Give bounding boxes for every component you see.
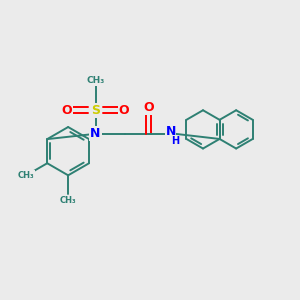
Text: O: O bbox=[119, 104, 129, 117]
Text: CH₃: CH₃ bbox=[86, 76, 105, 85]
Text: N: N bbox=[90, 127, 101, 140]
Text: S: S bbox=[91, 104, 100, 117]
Text: H: H bbox=[172, 136, 180, 146]
Text: O: O bbox=[62, 104, 72, 117]
Text: N: N bbox=[165, 125, 176, 138]
Text: CH₃: CH₃ bbox=[18, 171, 34, 180]
Text: CH₃: CH₃ bbox=[60, 196, 76, 205]
Text: O: O bbox=[143, 101, 154, 114]
